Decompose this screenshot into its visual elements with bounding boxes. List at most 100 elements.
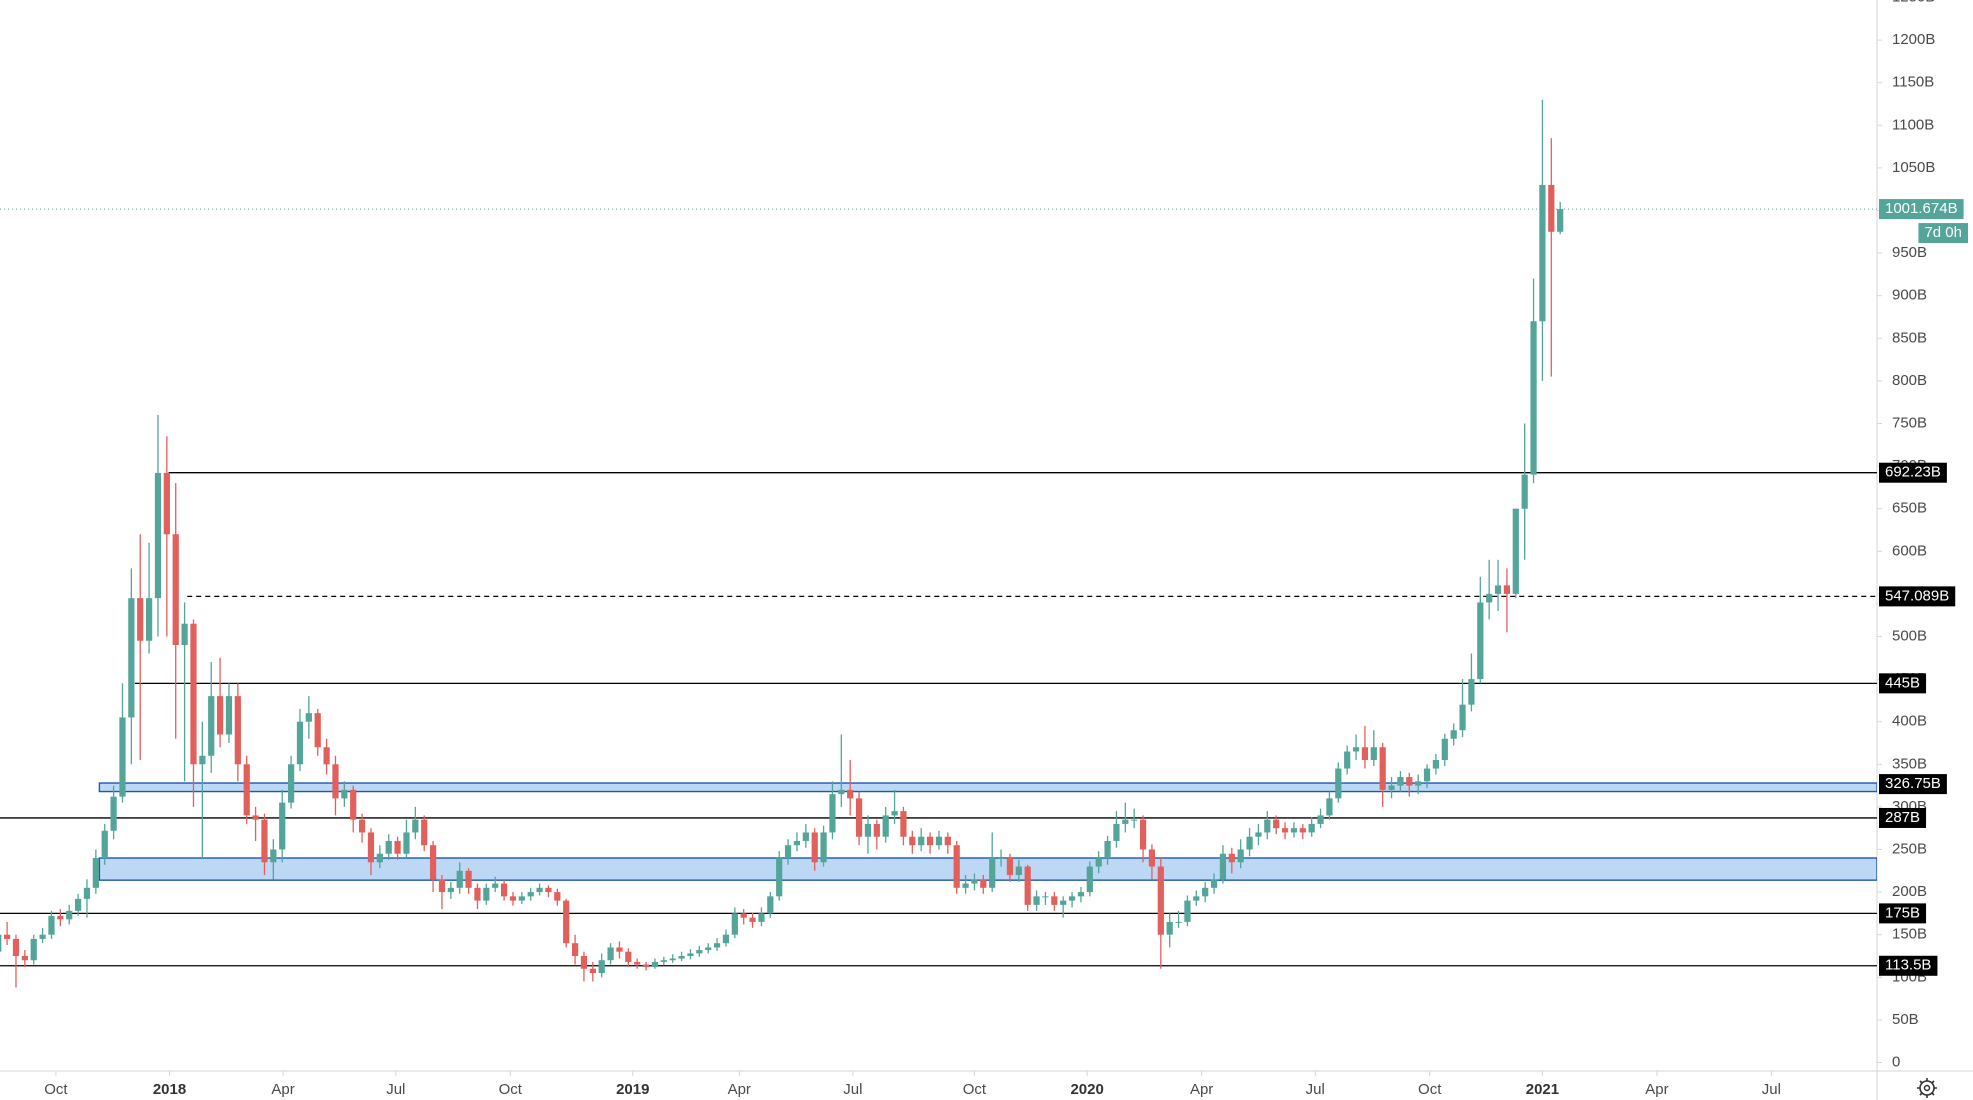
candle-body xyxy=(21,955,28,961)
candle-body xyxy=(1317,815,1324,824)
candle-body xyxy=(57,915,64,920)
candle-body xyxy=(1193,896,1200,901)
candle-body xyxy=(1486,593,1493,603)
candle-body xyxy=(1042,896,1049,898)
x-tick-label: Oct xyxy=(1418,1081,1442,1098)
candle-body xyxy=(1095,858,1102,867)
candle-body xyxy=(749,917,756,922)
candle-body xyxy=(145,598,153,641)
y-tick-label: 50B xyxy=(1892,1011,1919,1028)
y-tick-label: 1150B xyxy=(1892,74,1934,91)
candles xyxy=(0,99,1564,988)
candle-body xyxy=(900,811,907,837)
candle-body xyxy=(953,845,960,888)
candle-body xyxy=(847,789,854,799)
candle-body xyxy=(1281,828,1289,833)
candle-body xyxy=(48,915,55,935)
candle-body xyxy=(1157,866,1164,935)
level-tag-label: 287B xyxy=(1885,809,1920,826)
level-tag xyxy=(1879,807,1927,828)
x-tick-label: Apr xyxy=(271,1081,294,1098)
x-tick-label: 2018 xyxy=(153,1081,186,1098)
x-tick-label: Jul xyxy=(1306,1081,1325,1098)
candle-body xyxy=(1015,866,1022,876)
candle-body xyxy=(1104,840,1111,859)
candle-body xyxy=(1326,798,1333,816)
countdown: 7d 0h xyxy=(1924,224,1962,241)
candle-body xyxy=(1459,704,1466,731)
candle-body xyxy=(1086,866,1093,893)
candle-body xyxy=(678,955,685,959)
candle-body xyxy=(412,819,419,833)
level-tag-label: 175B xyxy=(1885,904,1920,921)
candle-body xyxy=(163,472,170,535)
candle-body xyxy=(882,815,889,837)
last-price-tag-label: 1001.674B xyxy=(1885,200,1958,217)
y-tick-label: 900B xyxy=(1892,287,1927,304)
candle-body xyxy=(784,845,792,859)
y-tick-label: 350B xyxy=(1892,755,1927,772)
candle-body xyxy=(1228,853,1235,863)
candle-body xyxy=(1477,602,1484,680)
candle-body xyxy=(12,938,20,956)
candle-body xyxy=(1060,900,1067,905)
y-tick-label: 400B xyxy=(1892,713,1927,730)
candle-body xyxy=(101,830,108,859)
y-tick-label: 800B xyxy=(1892,372,1927,389)
x-tick-label: Apr xyxy=(1190,1081,1213,1098)
candle-body xyxy=(1415,781,1422,786)
candle-body xyxy=(962,883,969,888)
candle-body xyxy=(1184,900,1191,922)
candle-body xyxy=(421,819,428,846)
candle-body xyxy=(1397,777,1404,786)
x-tick-label: Apr xyxy=(1645,1081,1668,1098)
candle-body xyxy=(474,887,481,901)
candle-body xyxy=(465,870,472,888)
candle-body xyxy=(1432,760,1440,769)
level-tag xyxy=(1879,462,1947,483)
zones xyxy=(98,782,1877,881)
candle-body xyxy=(1077,892,1085,897)
candle-body xyxy=(1006,858,1014,876)
candle-body xyxy=(234,696,241,765)
x-tick-label: 2020 xyxy=(1070,1081,1103,1098)
candle-body xyxy=(74,898,82,911)
candle-body xyxy=(1308,823,1315,833)
zone-tag xyxy=(1879,774,1947,795)
level-tag-label: 445B xyxy=(1885,674,1920,691)
candle-body xyxy=(1299,828,1306,833)
candle-body xyxy=(944,836,951,846)
candle-body xyxy=(1273,819,1280,829)
candle-body xyxy=(527,892,534,897)
candle-body xyxy=(829,794,836,833)
y-tick-label: 500B xyxy=(1892,627,1927,644)
candle-body xyxy=(1512,508,1519,594)
level-tag xyxy=(1879,673,1927,694)
candle-body xyxy=(873,823,880,837)
candle-body xyxy=(1148,849,1156,867)
candle-body xyxy=(83,887,91,899)
candle-body xyxy=(1068,896,1076,901)
candle-body xyxy=(305,713,312,722)
candle-body xyxy=(563,900,570,944)
candle-body xyxy=(696,950,703,954)
x-tick-label: Apr xyxy=(728,1081,751,1098)
y-tick-label: 250B xyxy=(1892,840,1927,857)
settings-button[interactable] xyxy=(1917,1078,1937,1098)
candle-body xyxy=(1379,747,1386,790)
candle-body xyxy=(1335,768,1342,799)
candle-body xyxy=(1131,819,1138,821)
candle-body xyxy=(243,764,250,816)
candle-body xyxy=(838,789,845,795)
candle-body xyxy=(1352,747,1360,752)
candle-body xyxy=(669,958,676,961)
candle-body xyxy=(580,955,588,969)
candle-body xyxy=(385,840,392,854)
candle-body xyxy=(1210,879,1218,888)
candle-body xyxy=(208,696,215,756)
candle-body xyxy=(687,953,694,956)
candle-body xyxy=(287,764,295,803)
candle-body xyxy=(1122,819,1129,824)
